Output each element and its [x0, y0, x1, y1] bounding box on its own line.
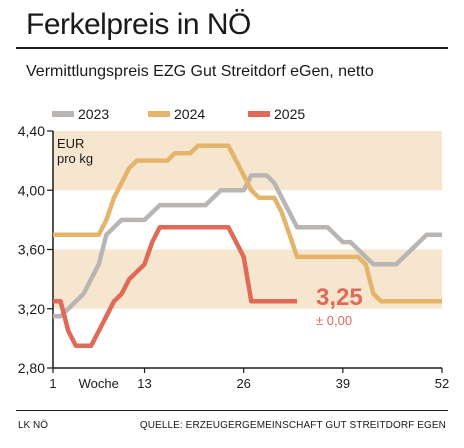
- page-subtitle: Vermittlungspreis EZG Gut Streitdorf eGe…: [26, 63, 374, 80]
- x-tick-label: 26: [236, 376, 250, 391]
- footer-credit: LK NÖ: [18, 420, 49, 431]
- unit-label: pro kg: [57, 151, 93, 166]
- series-line-2024: [53, 143, 442, 304]
- y-tick-label: 3,60: [18, 242, 45, 258]
- unit-label: EUR: [57, 136, 84, 151]
- title-divider: [16, 47, 448, 49]
- y-tick-label: 4,40: [18, 123, 45, 139]
- x-axis-label: Woche: [79, 376, 119, 391]
- legend-label: 2024: [174, 106, 205, 122]
- y-tick-label: 4,00: [18, 182, 45, 198]
- x-tick-label: 1: [49, 376, 56, 391]
- x-tick-label: 13: [137, 376, 151, 391]
- page-title: Ferkelpreis in NÖ: [26, 8, 251, 41]
- footer-source: QUELLE: ERZEUGERGEMEINSCHAFT GUT STREITD…: [139, 420, 446, 431]
- y-tick-label: 3,20: [18, 301, 45, 317]
- current-value-label: 3,25: [316, 284, 363, 311]
- footer-divider: [16, 410, 448, 411]
- legend-label: 2023: [78, 106, 109, 122]
- change-value-label: ± 0,00: [316, 313, 352, 328]
- legend-label: 2025: [274, 106, 305, 122]
- x-tick-label: 52: [435, 376, 449, 391]
- y-tick-label: 2,80: [18, 360, 45, 376]
- series-line-2025: [53, 225, 298, 349]
- x-tick-label: 39: [336, 376, 350, 391]
